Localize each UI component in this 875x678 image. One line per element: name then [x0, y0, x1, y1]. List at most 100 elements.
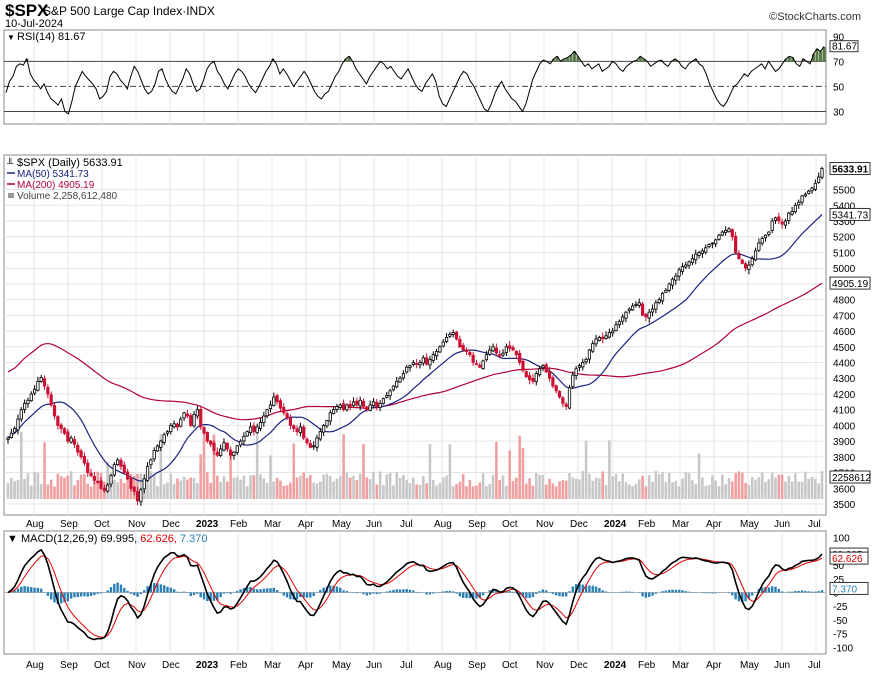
price-candle — [455, 332, 457, 339]
volume-bar — [336, 479, 339, 499]
macd-histogram-bar — [166, 587, 168, 593]
volume-bar — [449, 444, 452, 499]
macd-histogram-bar — [648, 593, 650, 598]
macd-histogram-bar — [123, 588, 125, 593]
volume-bar — [621, 473, 624, 499]
macd-histogram-bar — [621, 592, 623, 593]
macd-histogram-bar — [415, 592, 417, 593]
macd-histogram-bar — [223, 593, 225, 594]
macd-histogram-bar — [532, 593, 534, 598]
price-month-label: Dec — [162, 519, 180, 530]
macd-month-label: 2024 — [604, 660, 627, 671]
volume-bar — [469, 480, 472, 499]
price-candle — [781, 222, 783, 224]
price-candle — [239, 441, 241, 445]
volume-bar — [814, 479, 817, 499]
volume-bar — [93, 482, 96, 499]
macd-histogram-bar — [37, 588, 39, 593]
price-month-label: Nov — [536, 519, 554, 530]
macd-month-label: Feb — [230, 660, 248, 671]
price-candle — [754, 251, 756, 260]
price-candle — [293, 426, 295, 429]
volume-bar — [57, 474, 60, 499]
macd-tick-label: 100 — [833, 534, 850, 545]
macd-tick-label: -75 — [833, 630, 848, 641]
price-candle — [389, 391, 391, 396]
price-candle — [641, 304, 643, 315]
volume-bar — [199, 454, 202, 499]
macd-histogram-bar — [322, 588, 324, 593]
macd-histogram-bar — [685, 591, 687, 592]
volume-bar — [319, 482, 322, 499]
macd-histogram-bar — [253, 589, 255, 593]
volume-bar — [495, 442, 498, 499]
price-tick-label: 4800 — [833, 296, 856, 307]
price-candle — [346, 405, 348, 410]
price-candle — [186, 414, 188, 416]
macd-month-label: Jul — [400, 660, 413, 671]
price-candle — [741, 260, 743, 264]
volume-bar — [611, 476, 614, 499]
macd-histogram-bar — [572, 586, 574, 592]
volume-bar — [781, 475, 784, 499]
macd-month-label: Oct — [502, 660, 518, 671]
price-candle — [33, 389, 35, 393]
macd-month-label: Sep — [468, 660, 486, 671]
price-candle — [219, 449, 221, 456]
macd-histogram-bar — [771, 586, 773, 592]
volume-bar — [459, 482, 462, 499]
price-candle — [751, 259, 753, 265]
price-candle — [512, 348, 514, 350]
price-candle — [163, 435, 165, 443]
price-month-label: May — [332, 519, 351, 530]
rsi-panel-frame — [4, 30, 826, 124]
volume-bar — [714, 480, 717, 499]
volume-bar — [170, 474, 173, 499]
price-candle — [422, 358, 424, 363]
price-candle — [332, 410, 334, 414]
macd-histogram-bar — [817, 591, 819, 592]
price-candle — [525, 372, 527, 377]
price-candle — [602, 337, 604, 339]
macd-histogram-bar — [40, 589, 42, 593]
macd-histogram-bar — [455, 593, 457, 594]
volume-bar — [618, 481, 621, 499]
volume-bar — [724, 484, 727, 499]
volume-bar — [638, 479, 641, 499]
volume-bar — [289, 482, 292, 499]
price-candle — [738, 253, 740, 258]
price-candle — [691, 259, 693, 263]
macd-histogram-bar — [821, 590, 823, 592]
volume-bar — [681, 479, 684, 499]
macd-month-label: Nov — [128, 660, 146, 671]
volume-bar — [778, 475, 781, 499]
macd-histogram-bar — [47, 593, 49, 596]
price-candle — [721, 232, 723, 235]
macd-histogram-bar — [442, 591, 444, 592]
price-candle — [226, 443, 228, 449]
volume-bar — [13, 481, 16, 499]
volume-bar — [648, 475, 651, 499]
macd-histogram-bar — [286, 593, 288, 598]
volume-bar — [189, 478, 192, 499]
chart-date: 10-Jul-2024 — [5, 18, 63, 30]
volume-bar — [455, 484, 458, 499]
volume-bar — [70, 471, 73, 499]
macd-histogram-bar — [143, 590, 145, 592]
volume-bar — [86, 484, 89, 499]
volume-bar — [106, 462, 109, 499]
macd-histogram-bar — [386, 592, 388, 593]
volume-bar — [731, 482, 734, 499]
price-candle — [701, 251, 703, 254]
macd-month-label: Feb — [638, 660, 656, 671]
macd-histogram-bar — [731, 593, 733, 596]
price-month-label: Jun — [774, 519, 790, 530]
macd-histogram-bar — [239, 589, 241, 592]
volume-bar — [259, 474, 262, 499]
volume-bar — [439, 483, 442, 499]
rsi-last-label: 81.67 — [832, 42, 857, 53]
volume-bar — [179, 481, 182, 499]
volume-legend: Volume 2,258,612,480 — [17, 191, 118, 202]
volume-bar — [372, 472, 375, 499]
macd-histogram-bar — [628, 592, 630, 593]
